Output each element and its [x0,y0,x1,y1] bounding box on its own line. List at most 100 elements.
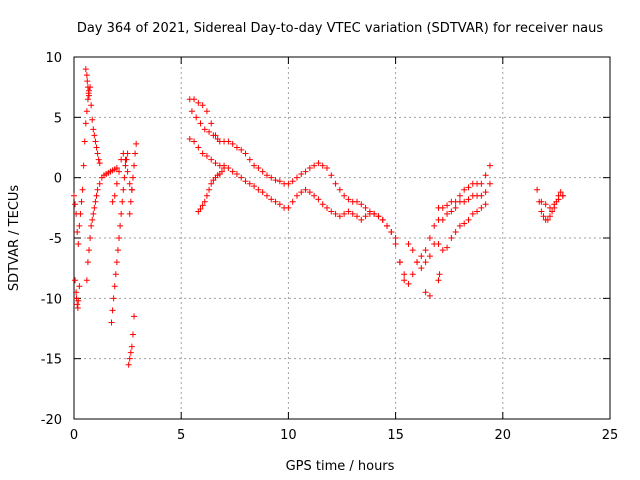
data-point [405,280,412,287]
data-point [132,150,139,157]
data-point [113,165,120,172]
x-tick-label: 20 [495,428,512,443]
data-point [124,168,131,175]
data-point [375,213,382,220]
data-point [199,102,206,109]
data-point [113,180,120,187]
data-point [358,216,365,223]
data-point [131,162,138,169]
data-point [206,128,213,135]
data-point [91,132,98,139]
data-point [88,102,95,109]
data-point [538,208,545,215]
data-point [133,140,140,147]
series-naus-late-upper [538,192,566,211]
y-tick-label: 5 [54,111,62,126]
data-point [82,66,89,73]
data-point [91,204,98,211]
data-point [276,178,283,185]
data-point [349,210,356,217]
series-naus-isolated [422,271,443,299]
data-point [116,168,123,175]
y-tick-label: -20 [41,413,62,428]
data-point [89,216,96,223]
data-point [354,198,361,205]
data-point [315,196,322,203]
data-point [332,180,339,187]
data-point [221,165,228,172]
data-point [482,201,489,208]
data-point [478,180,485,187]
data-point [392,241,399,248]
data-point [118,210,125,217]
data-point [439,216,446,223]
data-point [206,186,213,193]
data-point [119,198,126,205]
data-point [293,174,300,181]
data-point [126,180,133,187]
data-point [426,253,433,260]
data-point [212,160,219,167]
data-point [195,99,202,106]
data-point [306,165,313,172]
data-point [191,96,198,103]
data-point [127,198,134,205]
data-point [409,247,416,254]
data-point [90,210,97,217]
y-tick-label: 10 [45,51,62,66]
y-axis-label: SDTVAR / TECUs [7,185,22,292]
data-point [128,186,135,193]
data-point [302,168,309,175]
series-naus-side-cluster [188,108,221,143]
data-point [358,201,365,208]
x-tick-label: 0 [70,428,78,443]
data-point [362,213,369,220]
data-point [201,198,208,205]
data-point [191,138,198,145]
data-point [332,210,339,217]
data-point [96,180,103,187]
data-point [109,307,116,314]
data-point [208,180,215,187]
data-point [341,210,348,217]
data-point [306,189,313,196]
data-point [72,277,79,284]
data-point [414,259,421,266]
chart-title: Day 364 of 2021, Sidereal Day-to-day VTE… [77,21,604,36]
data-point [74,301,81,308]
data-point [86,247,93,254]
data-point [246,156,253,163]
data-point [542,201,549,208]
data-point [546,213,553,220]
data-point [285,180,292,187]
data-point [549,208,556,215]
data-point [431,222,438,229]
grid [74,57,610,419]
data-point [323,165,330,172]
data-point [328,208,335,215]
data-point [328,172,335,179]
x-axis-label: GPS time / hours [286,459,395,474]
x-tick-label: 10 [280,428,297,443]
data-point [422,259,429,266]
data-point [341,192,348,199]
data-point [78,198,85,205]
data-point [426,292,433,299]
data-point [298,189,305,196]
data-point [452,228,459,235]
data-point [195,144,202,151]
series-naus-early-2 [72,277,83,311]
data-point [95,156,102,163]
data-point [298,171,305,178]
data-point [559,192,566,199]
data-point [456,192,463,199]
data-point [401,277,408,284]
data-point [126,210,133,217]
data-point [478,204,485,211]
data-point [218,168,225,175]
data-point [73,289,80,296]
data-point [208,120,215,127]
data-point [422,289,429,296]
data-point [259,189,266,196]
